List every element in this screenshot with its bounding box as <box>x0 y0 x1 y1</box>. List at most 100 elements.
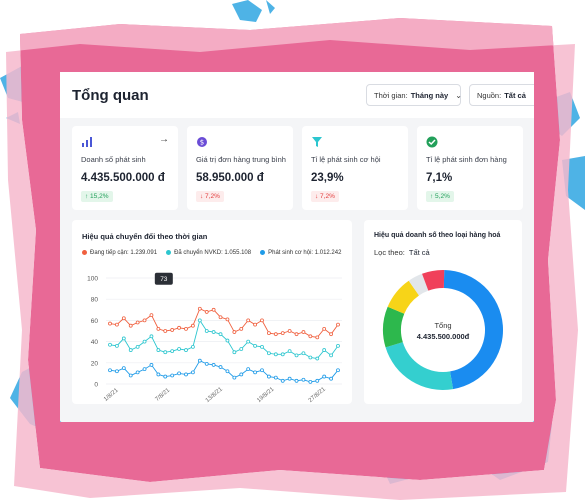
data-point[interactable] <box>197 358 202 363</box>
kpi-card-avg-order[interactable]: $ Giá trị đơn hàng trung bình 58.950.000… <box>187 126 293 210</box>
donut-slice[interactable] <box>385 342 454 390</box>
data-point[interactable] <box>135 370 140 375</box>
data-point[interactable] <box>225 338 230 343</box>
legend-item[interactable]: Đang tiếp cận: 1.239.091 <box>82 250 157 256</box>
data-point[interactable] <box>273 332 278 337</box>
data-point[interactable] <box>239 326 244 331</box>
data-point[interactable] <box>121 366 126 371</box>
data-point[interactable] <box>253 370 257 375</box>
data-point[interactable] <box>294 378 299 383</box>
data-point[interactable] <box>191 323 195 328</box>
data-point[interactable] <box>115 322 119 327</box>
data-point[interactable] <box>121 316 126 321</box>
data-point[interactable] <box>246 339 251 344</box>
data-point[interactable] <box>163 350 168 355</box>
data-point[interactable] <box>308 334 313 339</box>
data-point[interactable] <box>267 374 271 379</box>
data-point[interactable] <box>260 318 264 323</box>
data-point[interactable] <box>108 321 112 326</box>
kpi-card-opportunity-rate[interactable]: Tỉ lệ phát sinh cơ hội 23,9% ↓ 7,2% <box>302 126 408 210</box>
data-point[interactable] <box>280 331 285 336</box>
data-point[interactable] <box>177 325 181 330</box>
data-point[interactable] <box>322 348 327 352</box>
data-point[interactable] <box>218 315 223 320</box>
data-point[interactable] <box>135 345 140 349</box>
data-point[interactable] <box>280 352 285 357</box>
data-point[interactable] <box>308 355 313 360</box>
data-point[interactable] <box>315 335 320 340</box>
data-point[interactable] <box>170 373 175 378</box>
data-point[interactable] <box>322 374 327 379</box>
donut-slice[interactable] <box>443 270 504 390</box>
data-point[interactable] <box>204 310 209 314</box>
data-point[interactable] <box>336 368 340 373</box>
data-point[interactable] <box>253 343 257 348</box>
data-point[interactable] <box>142 367 147 372</box>
data-point[interactable] <box>128 373 133 378</box>
data-point[interactable] <box>135 320 140 325</box>
data-point[interactable] <box>170 349 175 354</box>
data-point[interactable] <box>273 375 278 380</box>
data-point[interactable] <box>329 332 333 337</box>
data-point[interactable] <box>218 365 223 369</box>
category-filter[interactable]: Lọc theo: Tất cả <box>374 248 430 257</box>
data-point[interactable] <box>301 351 306 356</box>
data-point[interactable] <box>149 313 154 317</box>
data-point[interactable] <box>246 318 251 323</box>
data-point[interactable] <box>287 376 292 381</box>
data-point[interactable] <box>294 353 299 358</box>
data-point[interactable] <box>128 323 133 328</box>
data-point[interactable] <box>225 369 230 374</box>
time-filter-dropdown[interactable]: Thời gian: Tháng này ⌄ <box>366 84 462 106</box>
data-point[interactable] <box>336 322 340 327</box>
data-point[interactable] <box>142 339 147 344</box>
data-point[interactable] <box>115 369 119 374</box>
data-point[interactable] <box>108 368 112 373</box>
legend-item[interactable]: Đã chuyển NVKD: 1.055.108 <box>166 250 251 256</box>
data-point[interactable] <box>260 345 264 349</box>
data-point[interactable] <box>115 343 119 348</box>
data-point[interactable] <box>149 363 154 367</box>
data-point[interactable] <box>239 372 244 377</box>
data-point[interactable] <box>204 361 209 366</box>
donut-slice[interactable] <box>387 280 419 314</box>
data-point[interactable] <box>267 351 271 356</box>
data-point[interactable] <box>191 370 195 375</box>
data-point[interactable] <box>315 356 320 361</box>
data-point[interactable] <box>280 378 285 383</box>
data-point[interactable] <box>191 345 195 349</box>
data-point[interactable] <box>163 374 168 379</box>
source-filter-dropdown[interactable]: Nguồn: Tất cả <box>469 84 534 106</box>
data-point[interactable] <box>184 372 188 377</box>
data-point[interactable] <box>184 326 188 331</box>
data-point[interactable] <box>204 329 209 333</box>
data-point[interactable] <box>156 348 161 352</box>
data-point[interactable] <box>260 368 264 373</box>
data-point[interactable] <box>232 375 237 380</box>
data-point[interactable] <box>108 342 112 347</box>
donut-slice[interactable] <box>422 269 445 291</box>
data-point[interactable] <box>142 318 147 323</box>
data-point[interactable] <box>329 353 333 358</box>
data-point[interactable] <box>170 328 175 332</box>
donut-slice[interactable] <box>383 306 405 348</box>
data-point[interactable] <box>211 363 216 367</box>
data-point[interactable] <box>239 347 244 351</box>
data-point[interactable] <box>149 334 154 339</box>
donut-slice[interactable] <box>408 273 429 296</box>
data-point[interactable] <box>211 307 216 312</box>
data-point[interactable] <box>225 317 230 322</box>
data-point[interactable] <box>128 348 133 352</box>
data-point[interactable] <box>267 331 271 336</box>
data-point[interactable] <box>163 329 168 333</box>
kpi-card-order-rate[interactable]: Tỉ lệ phát sinh đơn hàng 7,1% ↑ 5,2% <box>417 126 523 210</box>
kpi-card-revenue[interactable]: → Doanh số phát sinh 4.435.500.000 đ ↑ 1… <box>72 126 178 210</box>
data-point[interactable] <box>301 330 306 334</box>
data-point[interactable] <box>287 349 292 354</box>
data-point[interactable] <box>301 377 306 382</box>
data-point[interactable] <box>177 347 181 351</box>
data-point[interactable] <box>184 348 188 352</box>
legend-item[interactable]: Phát sinh cơ hội: 1.012.242 <box>260 250 341 256</box>
data-point[interactable] <box>211 330 216 334</box>
data-point[interactable] <box>294 332 299 337</box>
